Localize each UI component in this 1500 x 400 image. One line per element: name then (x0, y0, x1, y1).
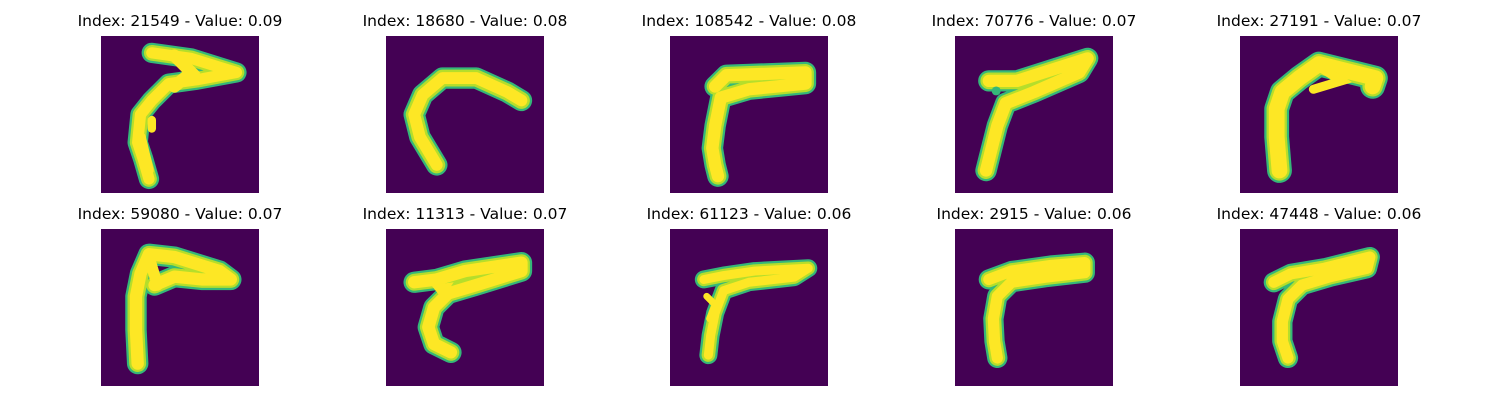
panel-title: Index: 59080 - Value: 0.07 (77, 205, 283, 223)
panel-title: Index: 18680 - Value: 0.08 (362, 12, 568, 30)
panel-image (1240, 36, 1398, 193)
panel-image (386, 36, 544, 193)
panel-title: Index: 47448 - Value: 0.06 (1216, 205, 1422, 223)
panel-image (101, 229, 259, 386)
panel-title: Index: 2915 - Value: 0.06 (936, 205, 1132, 223)
panel-title: Index: 21549 - Value: 0.09 (77, 12, 283, 30)
panel-title: Index: 27191 - Value: 0.07 (1216, 12, 1422, 30)
panel-image (1240, 229, 1398, 386)
panel-image (386, 229, 544, 386)
panel-image (955, 229, 1113, 386)
panel-image (101, 36, 259, 193)
panel-title: Index: 108542 - Value: 0.08 (641, 12, 857, 30)
panel-title: Index: 11313 - Value: 0.07 (362, 205, 568, 223)
panel-title: Index: 70776 - Value: 0.07 (931, 12, 1137, 30)
panel-image (670, 36, 828, 193)
panel-image (670, 229, 828, 386)
panel-image (955, 36, 1113, 193)
panel-title: Index: 61123 - Value: 0.06 (646, 205, 852, 223)
